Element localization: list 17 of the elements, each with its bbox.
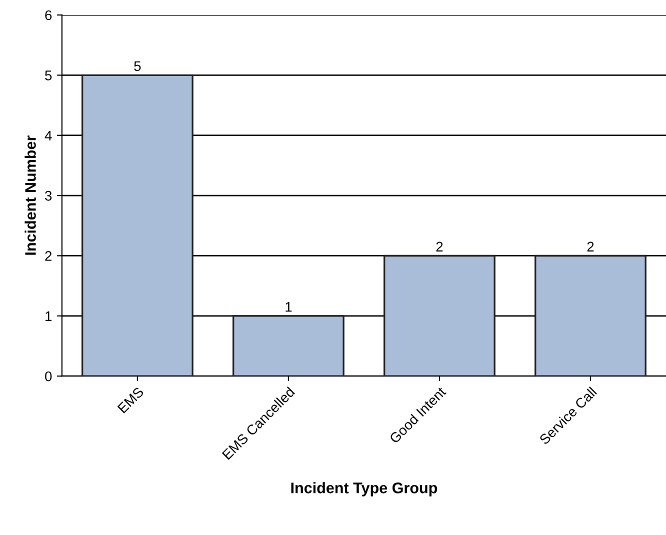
y-tick-label: 6 [45, 10, 52, 20]
y-axis-title: Incident Number [24, 136, 36, 255]
data-label: 1 [286, 302, 292, 312]
bar [81, 74, 194, 376]
x-axis-title: Incident Type Group [291, 482, 438, 496]
y-tick-label: 4 [44, 130, 52, 140]
y-tick-label: 0 [45, 371, 52, 382]
data-label: 2 [436, 242, 443, 252]
data-label: 2 [587, 242, 594, 252]
y-tick-label: 2 [45, 251, 52, 261]
y-tick-label: 1 [46, 311, 52, 321]
bar [534, 254, 646, 376]
bar [384, 254, 496, 376]
bar [232, 315, 344, 376]
y-tick-label: 5 [45, 70, 52, 80]
data-label: 5 [134, 61, 141, 72]
y-tick-label: 3 [45, 190, 52, 201]
